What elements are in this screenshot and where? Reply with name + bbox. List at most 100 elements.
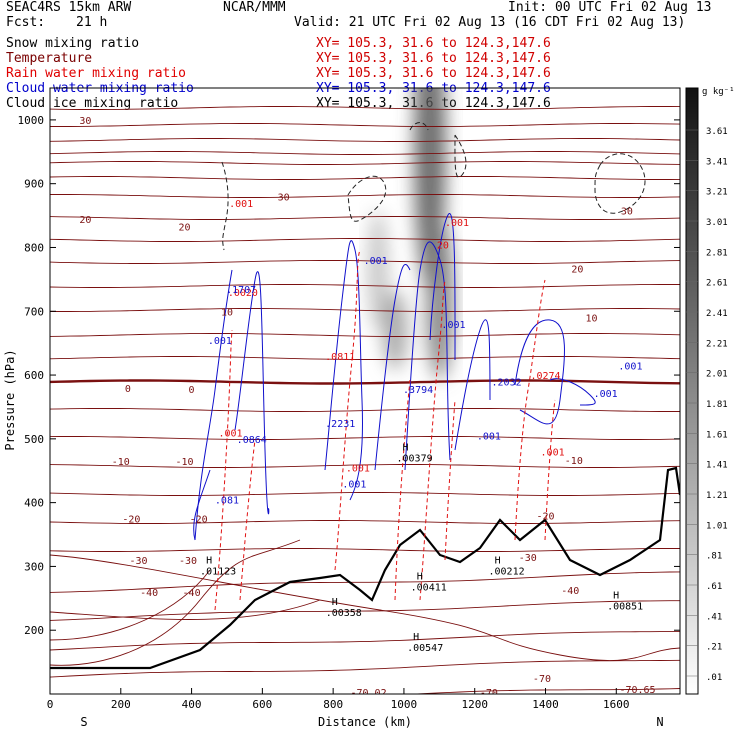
cloud-water-label: .081 <box>215 495 239 506</box>
colorbar-label: 2.21 <box>706 339 728 349</box>
temperature-label: 0 <box>125 384 131 395</box>
colorbar-label: 1.01 <box>706 521 728 531</box>
temperature-label: 30 <box>278 192 290 203</box>
cloud-water-label: .001 <box>364 256 388 267</box>
colorbar-label: 2.41 <box>706 309 728 319</box>
isotherm-line <box>50 408 680 412</box>
field-xy-rain: XY= 105.3, 31.6 to 124.3,147.6 <box>316 66 551 81</box>
rain-water-label: 20 <box>437 240 449 251</box>
isotherm-line <box>50 659 680 678</box>
isotherm-line <box>50 631 680 651</box>
colorbar-label: 3.61 <box>706 127 728 137</box>
isotherm-line <box>50 123 680 127</box>
colorbar-ramp <box>685 87 699 695</box>
isotherm-line <box>50 436 680 440</box>
temperature-label: -40 <box>561 586 579 597</box>
plot-frame <box>49 87 681 695</box>
rain-water-label: .0811 <box>325 352 355 363</box>
isotherm-line <box>50 308 680 312</box>
temperature-label: -40 <box>183 588 201 599</box>
colorbar-label: 3.41 <box>706 157 728 167</box>
colorbar-label: 3.21 <box>706 188 728 198</box>
y-tick-label: 400 <box>24 497 44 510</box>
x-tick-label: 1600 <box>603 698 630 711</box>
snow-maximum-label: .01123 <box>200 567 236 578</box>
cloud-water-labels: .081 .0864 .2231 .001 .3794 .001 .001 .001 .2032… <box>208 256 643 506</box>
shade-blob <box>383 290 407 370</box>
snow-contours <box>221 122 646 251</box>
colorbar-label: 1.81 <box>706 400 728 410</box>
x-tick-label: 1400 <box>532 698 559 711</box>
high-marker: H <box>413 632 419 643</box>
high-marker: H <box>403 443 409 454</box>
colorbar-label: .81 <box>706 552 722 562</box>
high-marker: H <box>417 572 423 583</box>
isotherm-line <box>50 260 680 264</box>
field-label-temperature: Temperature <box>6 51 93 66</box>
endpoint-north: N <box>656 715 663 729</box>
temperature-label: -30 <box>519 553 537 564</box>
isotherm-line <box>50 492 680 496</box>
temperature-label: -20 <box>536 511 554 522</box>
y-tick-label: 500 <box>24 433 44 446</box>
cloud-water-line <box>454 319 491 451</box>
colorbar-label: .61 <box>706 582 722 592</box>
isotherm-line <box>50 600 680 621</box>
isotherm-line <box>407 688 680 694</box>
snow-line <box>594 153 646 214</box>
temperature-label: -20 <box>190 515 208 526</box>
temperature-label: 20 <box>79 215 91 226</box>
isotherm-line <box>50 599 321 620</box>
isotherm-line <box>50 161 680 165</box>
y-tick-label: 200 <box>24 624 44 637</box>
temperature-label: -20 <box>122 515 140 526</box>
colorbar-label: 3.01 <box>706 218 728 228</box>
endpoint-south: S <box>80 715 87 729</box>
cloud-water-label: .001 <box>441 320 465 331</box>
field-xy-temperature: XY= 105.3, 31.6 to 124.3,147.6 <box>316 51 551 66</box>
y-tick-label: 700 <box>24 305 44 318</box>
terrain-line <box>50 466 680 670</box>
isotherm-line <box>50 569 211 641</box>
center-title: NCAR/MMM <box>223 0 286 15</box>
cloud-water-label: .001 <box>208 336 232 347</box>
cloud-water-label: .0864 <box>237 435 267 446</box>
snow-maximum-label: .00411 <box>411 583 447 594</box>
temperature-label: -70.02 <box>350 688 386 699</box>
cloud-water-label: .001 <box>477 432 501 443</box>
isotherm-line <box>50 238 680 242</box>
colorbar-label: 2.01 <box>706 370 728 380</box>
cloud-water-line <box>194 269 233 541</box>
colorbar-label: 1.61 <box>706 430 728 440</box>
isotherm-line <box>50 464 680 468</box>
snow-maximum-label: .00379 <box>396 454 432 465</box>
isotherm-line <box>50 138 680 142</box>
temperature-label: 30 <box>621 206 633 217</box>
temperature-label: -70.65 <box>619 685 655 696</box>
x-tick-label: 1000 <box>391 698 418 711</box>
rain-water-line <box>544 399 556 541</box>
rain-water-label: .0020 <box>228 288 258 299</box>
x-tick-label: 400 <box>182 698 202 711</box>
snow-line <box>454 134 467 178</box>
temperature-label: -40 <box>140 588 158 599</box>
rain-water-line <box>514 279 546 541</box>
temperature-label: 20 <box>178 222 190 233</box>
rain-water-line <box>214 329 233 611</box>
rain-water-label: .001 <box>541 448 565 459</box>
field-label-cloud-ice: Cloud ice mixing ratio <box>6 96 179 111</box>
field-label-snow: Snow mixing ratio <box>6 36 140 51</box>
model-title: SEAC4RS 15km ARW <box>6 0 132 15</box>
field-xy-snow: XY= 105.3, 31.6 to 124.3,147.6 <box>316 36 551 51</box>
cloud-water-contours <box>193 212 596 541</box>
cloud-water-label: .001 <box>594 389 618 400</box>
rain-water-label: .001 <box>445 218 469 229</box>
shade-blob <box>368 210 388 330</box>
y-tick-label: 800 <box>24 241 44 254</box>
snow-maxima-labels: H.01123H.00358H.00547H.00411H.00212H.008… <box>200 443 643 654</box>
colorbar-label: .21 <box>706 643 722 653</box>
snow-maximum-label: .00212 <box>489 567 525 578</box>
snow-line <box>221 161 229 251</box>
